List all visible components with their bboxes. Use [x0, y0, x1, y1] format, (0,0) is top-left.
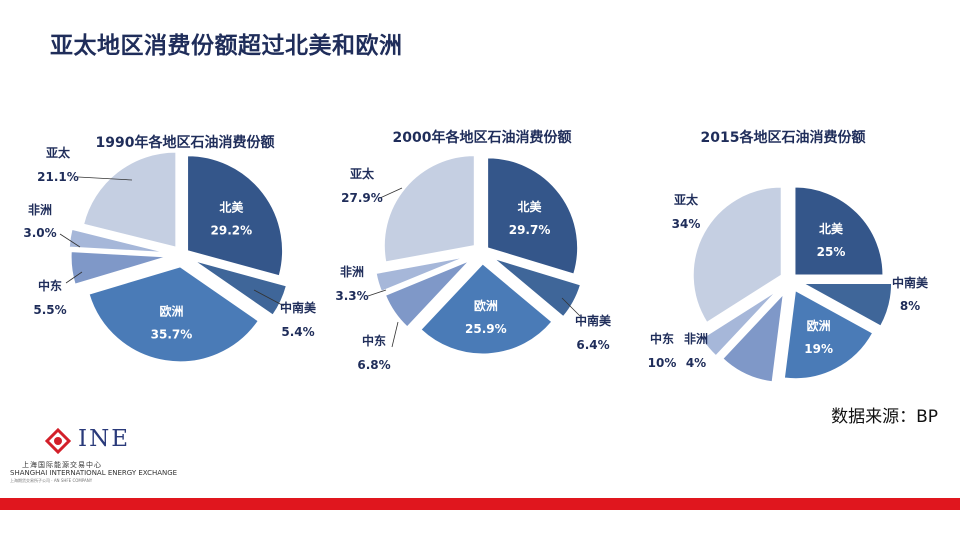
pie-slice-europe [783, 289, 874, 380]
slice-label-middle-east: 中东 [650, 331, 674, 346]
slice-value-europe: 35.7% [151, 327, 193, 341]
slice-label-middle-east: 中东 [362, 333, 386, 348]
slice-value-north-america: 29.2% [211, 223, 253, 237]
data-source: 数据来源：BP [831, 407, 938, 427]
slice-label-north-america: 北美 [819, 221, 844, 236]
slice-value-africa: 4% [686, 356, 706, 370]
slice-value-middle-east: 6.8% [357, 358, 390, 372]
ine-logo-icon [45, 428, 71, 454]
slice-value-africa: 3.3% [335, 289, 368, 303]
pie-slice-asia-pacific [383, 155, 475, 263]
logo-cn-name: 上海国际能源交易中心 [22, 461, 102, 469]
pie-slice-middle-east [722, 293, 784, 383]
slice-value-central-south-america: 5.4% [281, 325, 314, 339]
slice-label-central-south-america: 中南美 [575, 313, 612, 328]
pie-slice-asia-pacific [83, 151, 177, 248]
slice-value-north-america: 29.7% [509, 223, 551, 237]
slice-label-africa: 非洲 [340, 264, 364, 279]
leader-line-central-south-america [561, 297, 581, 317]
leader-line-middle-east [391, 321, 399, 348]
slice-value-north-america: 25% [817, 245, 846, 259]
slice-label-asia-pacific: 亚太 [350, 166, 375, 181]
pie-slice-middle-east [384, 260, 470, 328]
slice-value-middle-east: 5.5% [33, 303, 66, 317]
slice-value-middle-east: 10% [648, 356, 677, 370]
pie-title-3: 2015各地区石油消费份额 [701, 129, 866, 146]
leader-line-africa [59, 233, 81, 248]
slice-value-asia-pacific: 34% [672, 217, 701, 231]
footer-red-bar [0, 498, 960, 510]
slice-value-asia-pacific: 21.1% [37, 170, 79, 184]
slice-label-africa: 非洲 [28, 202, 52, 217]
leader-line-central-south-america [253, 289, 285, 307]
pie-slice-europe [88, 266, 259, 363]
pie-slice-africa [68, 228, 165, 253]
pie-slice-north-america [187, 155, 284, 277]
slice-value-central-south-america: 6.4% [576, 338, 609, 352]
slice-value-europe: 19% [804, 342, 833, 356]
pie-slice-middle-east [70, 251, 167, 285]
pie-slice-central-south-america [803, 282, 893, 327]
slice-label-europe: 欧洲 [807, 318, 831, 333]
leader-line-africa [367, 289, 387, 297]
leader-line-asia-pacific [77, 176, 133, 181]
pie-title-2: 2000年各地区石油消费份额 [393, 129, 572, 146]
leader-line-asia-pacific [379, 187, 403, 199]
slice-label-central-south-america: 中南美 [892, 275, 929, 290]
slice-label-europe: 欧洲 [159, 303, 183, 318]
pie-slice-europe [420, 263, 553, 355]
slice-value-europe: 25.9% [465, 322, 507, 336]
slice-value-central-south-america: 8% [900, 299, 920, 313]
slice-value-asia-pacific: 27.9% [341, 191, 383, 205]
pie-slice-central-south-america [493, 258, 582, 318]
slice-label-europe: 欧洲 [474, 298, 498, 313]
slice-label-middle-east: 中东 [38, 278, 62, 293]
pie-slice-africa [701, 291, 777, 357]
pie-slice-central-south-america [194, 260, 287, 316]
leader-line-middle-east [65, 271, 83, 284]
pie-slice-asia-pacific [692, 186, 782, 324]
ine-logo: INE 上海国际能源交易中心 SHANGHAI INTERNATIONAL EN… [10, 424, 177, 484]
logo-en-name: SHANGHAI INTERNATIONAL ENERGY EXCHANGE [10, 469, 178, 477]
slide-title: 亚太地区消费份额超过北美和欧洲 [50, 33, 403, 59]
slice-value-africa: 3.0% [23, 226, 56, 240]
slice-label-central-south-america: 中南美 [280, 300, 317, 315]
slice-label-asia-pacific: 亚太 [674, 192, 699, 207]
slice-label-north-america: 北美 [219, 199, 244, 214]
pie-slice-north-america [487, 157, 579, 275]
logo-name: INE [78, 426, 130, 452]
slice-label-asia-pacific: 亚太 [46, 145, 71, 160]
logo-subtitle: 上海期货交易所子公司 · AN SHFE COMPANY [10, 478, 93, 483]
pie-slice-north-america [794, 186, 884, 276]
pie-title-1: 1990年各地区石油消费份额 [96, 134, 275, 151]
slice-label-africa: 非洲 [684, 331, 708, 346]
slice-label-north-america: 北美 [518, 199, 543, 214]
